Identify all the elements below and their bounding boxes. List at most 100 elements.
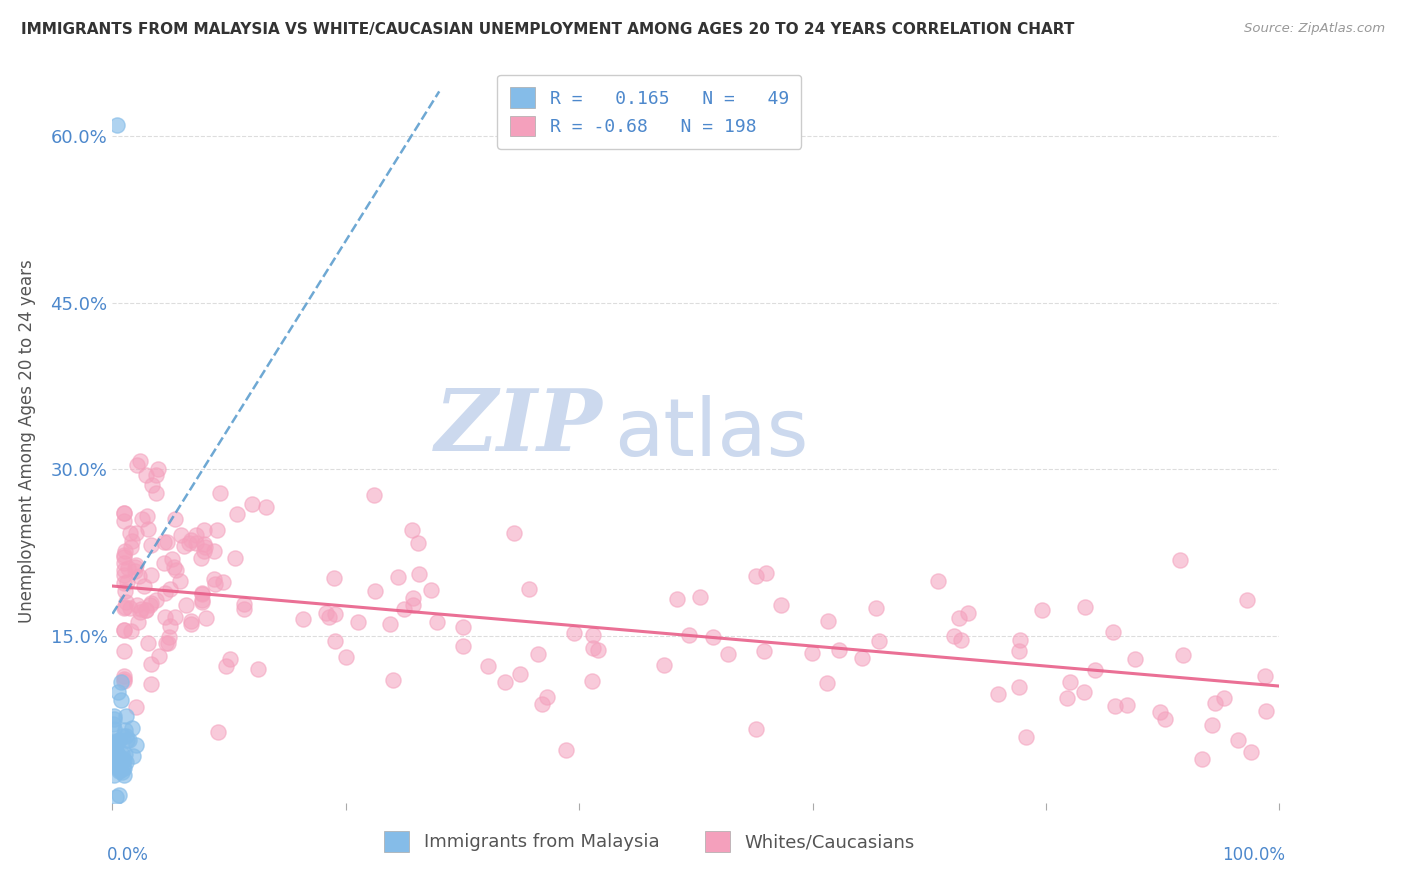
Point xyxy=(139,596,162,610)
Point xyxy=(1204,696,1226,710)
Point xyxy=(1116,698,1139,713)
Point xyxy=(364,583,387,598)
Point xyxy=(1008,680,1031,694)
Point xyxy=(402,591,425,606)
Point xyxy=(378,617,401,632)
Point xyxy=(509,666,531,681)
Point xyxy=(153,609,176,624)
Point xyxy=(865,601,887,615)
Point xyxy=(101,717,124,731)
Point xyxy=(127,599,149,613)
Point xyxy=(112,548,135,562)
Point xyxy=(392,602,415,616)
Point xyxy=(180,614,202,628)
Point xyxy=(104,756,127,770)
Text: 100.0%: 100.0% xyxy=(1222,847,1285,864)
Point xyxy=(240,497,263,511)
Point xyxy=(105,747,128,762)
Point xyxy=(419,583,441,598)
Point xyxy=(247,662,270,676)
Point xyxy=(666,592,689,607)
Point xyxy=(927,574,949,588)
Point xyxy=(1191,752,1213,766)
Point xyxy=(1154,712,1177,726)
Point xyxy=(112,644,135,658)
Point xyxy=(817,614,839,628)
Point xyxy=(190,587,212,601)
Point xyxy=(179,536,201,550)
Point xyxy=(156,535,179,549)
Point xyxy=(112,623,135,637)
Point xyxy=(562,626,585,640)
Point xyxy=(128,568,150,582)
Point xyxy=(139,598,162,612)
Point xyxy=(107,733,129,747)
Point xyxy=(451,620,474,634)
Point xyxy=(815,675,838,690)
Point xyxy=(1008,633,1031,648)
Point xyxy=(112,557,135,571)
Point xyxy=(111,747,134,761)
Point xyxy=(152,535,174,549)
Point xyxy=(828,642,851,657)
Point xyxy=(117,561,139,575)
Point xyxy=(1031,603,1053,617)
Point xyxy=(381,673,404,688)
Point xyxy=(160,551,183,566)
Point xyxy=(111,730,134,744)
Point xyxy=(112,761,135,775)
Point xyxy=(868,634,890,648)
Point xyxy=(112,601,135,615)
Point xyxy=(494,675,516,690)
Point xyxy=(1254,705,1277,719)
Point xyxy=(153,556,176,570)
Point xyxy=(115,732,138,747)
Point xyxy=(153,586,176,600)
Point xyxy=(105,745,128,759)
Point xyxy=(702,630,724,644)
Point xyxy=(233,598,256,612)
Point xyxy=(114,768,136,782)
Point xyxy=(207,725,229,739)
Point xyxy=(1201,718,1223,732)
Point xyxy=(112,575,135,590)
Point xyxy=(112,761,135,775)
Point xyxy=(1236,592,1258,607)
Point xyxy=(139,538,162,552)
Point xyxy=(1168,553,1191,567)
Point xyxy=(717,647,740,661)
Point xyxy=(232,601,254,615)
Point xyxy=(987,687,1010,701)
Point xyxy=(502,526,524,541)
Point xyxy=(254,500,277,514)
Point xyxy=(120,540,142,554)
Point xyxy=(387,570,409,584)
Point xyxy=(112,672,135,686)
Point xyxy=(1226,732,1249,747)
Point xyxy=(114,755,136,769)
Point xyxy=(135,603,157,617)
Point xyxy=(191,586,214,600)
Point xyxy=(801,646,824,660)
Point xyxy=(193,544,215,558)
Point xyxy=(156,636,179,650)
Point xyxy=(451,639,474,653)
Point xyxy=(103,736,125,750)
Point xyxy=(335,650,357,665)
Point xyxy=(402,598,425,612)
Point xyxy=(112,669,135,683)
Point xyxy=(1056,691,1078,706)
Point xyxy=(1008,643,1031,657)
Point xyxy=(112,753,135,767)
Point xyxy=(105,757,128,772)
Point xyxy=(103,712,125,726)
Point xyxy=(401,523,423,537)
Point xyxy=(105,736,128,750)
Point xyxy=(1074,599,1097,614)
Point xyxy=(163,609,186,624)
Point xyxy=(155,636,177,650)
Point xyxy=(582,641,605,656)
Point xyxy=(408,566,430,581)
Point xyxy=(1213,691,1236,706)
Point xyxy=(146,462,169,476)
